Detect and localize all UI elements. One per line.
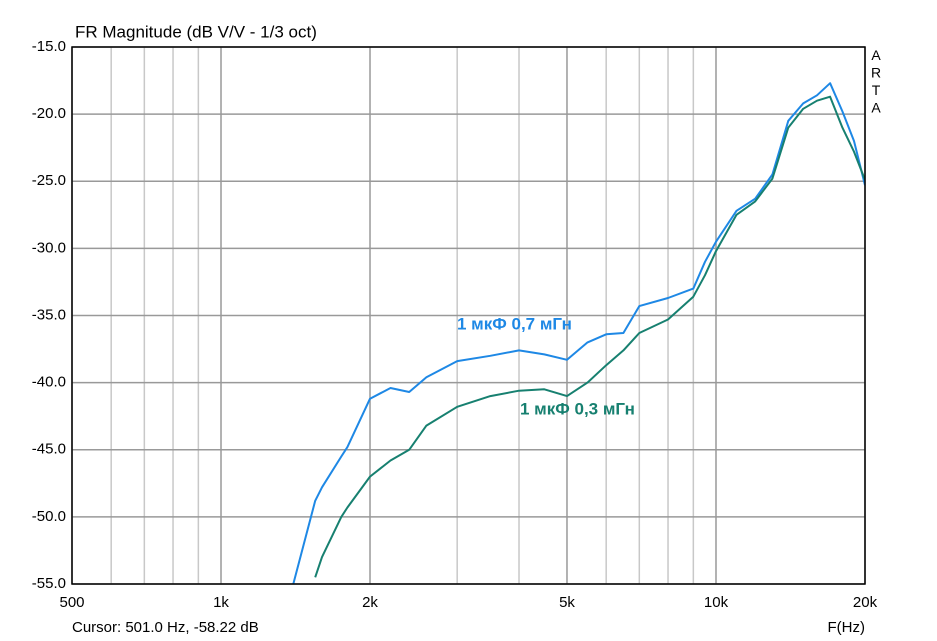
plot-frame [71, 46, 866, 585]
x-tick-label: 500 [59, 594, 84, 611]
x-axis-label: F(Hz) [828, 619, 866, 636]
series-label: 1 мкФ 0,7 мГн [457, 314, 572, 333]
y-tick-label: -55.0 [32, 575, 66, 592]
watermark-letter: A [871, 47, 881, 63]
y-tick-label: -40.0 [32, 374, 66, 391]
cursor-readout: Cursor: 501.0 Hz, -58.22 dB [72, 619, 259, 636]
y-tick-label: -30.0 [32, 239, 66, 256]
plot-area [292, 82, 865, 584]
watermark-letter: T [872, 82, 881, 98]
x-tick-label: 1k [213, 594, 229, 611]
x-tick-label: 5k [559, 594, 575, 611]
y-tick-label: -50.0 [32, 508, 66, 525]
watermark-letter: A [871, 99, 881, 115]
x-tick-label: 20k [853, 594, 878, 611]
series-label: 1 мкФ 0,3 мГн [520, 399, 635, 418]
y-tick-label: -45.0 [32, 441, 66, 458]
y-tick-label: -25.0 [32, 172, 66, 189]
labels: 500 1k 2k 5k 10k 20k -15.0 -20.0 -25.0 -30.0 -35.0… [32, 38, 882, 611]
watermark-letter: R [871, 64, 881, 80]
y-tick-label: -20.0 [32, 105, 66, 122]
y-tick-label: -15.0 [32, 38, 66, 55]
x-tick-label: 10k [704, 594, 729, 611]
series-line [314, 95, 865, 578]
y-tick-label: -35.0 [32, 306, 66, 323]
chart-title: FR Magnitude (dB V/V - 1/3 oct) [75, 22, 317, 41]
x-tick-label: 2k [362, 594, 378, 611]
series-line [292, 82, 865, 584]
